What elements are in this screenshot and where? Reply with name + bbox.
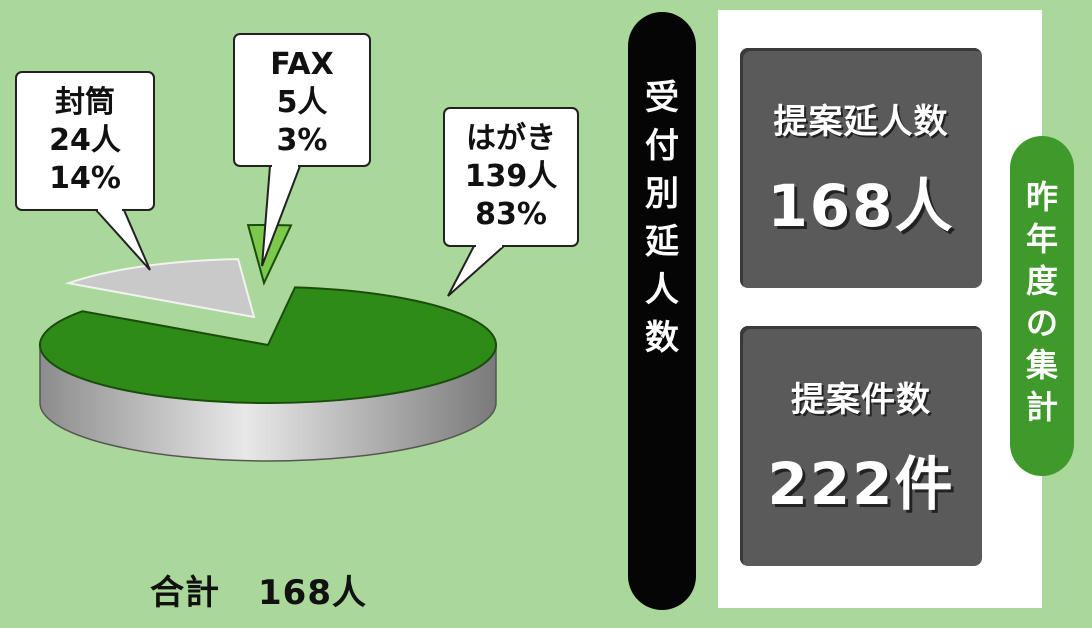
callout-percent: 14% [49, 161, 121, 196]
last-year-char: 度 [1025, 262, 1058, 300]
reception-type-char: 付 [645, 126, 679, 166]
callout-box [15, 71, 155, 211]
callout-count: 5人 [277, 85, 328, 120]
stat-value: 222件 [767, 449, 955, 518]
last-year-char: 集 [1025, 346, 1058, 384]
pie-slice-2 [39, 286, 497, 404]
total-value: 168人 [258, 573, 367, 613]
stat-label: 提案延人数 [773, 101, 949, 142]
stat-total-proposals: 提案件数 222件 [740, 326, 982, 566]
callout-box [233, 33, 371, 167]
callout-name: 封筒 [55, 85, 115, 120]
callout-pointer [447, 245, 507, 297]
last-year-char: 計 [1025, 388, 1058, 426]
callout-name: はがき [466, 121, 556, 156]
reception-type-char: 別 [645, 174, 679, 214]
last-year-tag: 昨年度の集計 [1010, 136, 1074, 476]
total-label: 合計 [150, 573, 220, 613]
callout-count: 139人 [465, 159, 558, 194]
pie-total: 合計 168人 [150, 565, 367, 614]
stat-total-proposers: 提案延人数 168人 [740, 48, 982, 288]
stat-label: 提案件数 [791, 379, 931, 420]
callout-count: 24人 [49, 123, 121, 158]
last-year-char: 年 [1025, 220, 1058, 258]
callout-pointer [93, 209, 151, 271]
last-year-char: 昨 [1025, 178, 1058, 216]
callout-percent: 83% [475, 197, 547, 232]
callout-pointer [261, 165, 302, 267]
reception-type-char: 数 [645, 318, 679, 358]
pie-slice-0 [64, 258, 256, 319]
reception-type-bar: 受付別延人数 [628, 12, 696, 610]
callout-name: FAX [270, 47, 333, 82]
callout-percent: 3% [277, 123, 328, 158]
reception-type-char: 延 [645, 222, 679, 262]
callout-box [443, 107, 579, 247]
last-year-char: の [1025, 304, 1058, 342]
stat-value: 168人 [767, 171, 955, 240]
reception-type-char: 人 [645, 270, 679, 310]
reception-type-char: 受 [645, 78, 679, 118]
